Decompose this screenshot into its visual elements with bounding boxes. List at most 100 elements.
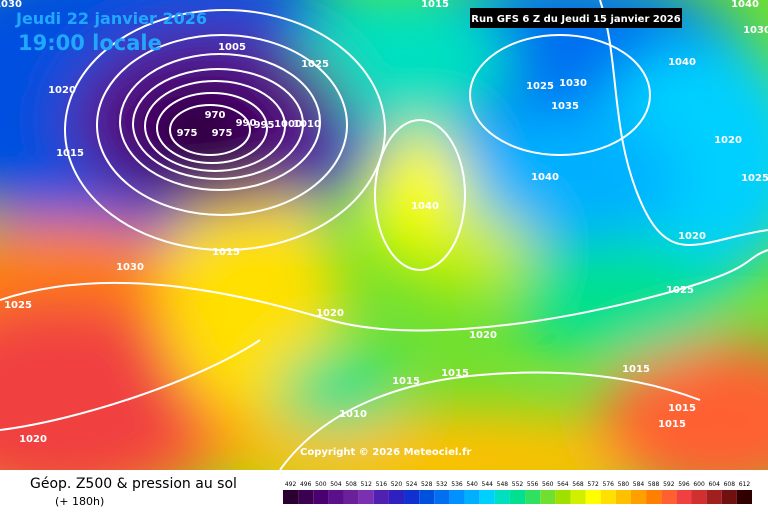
isobar-label: 975	[177, 128, 198, 139]
scale-label: 496	[300, 481, 312, 488]
scale-swatch	[721, 490, 737, 504]
scale-label: 544	[482, 481, 494, 488]
scale-label: 608	[724, 481, 736, 488]
isobar-label: 1015	[622, 364, 650, 375]
scale-swatch	[388, 490, 405, 504]
isobar-label: 1020	[48, 85, 76, 96]
footer-title: Géop. Z500 & pression au sol	[30, 476, 237, 492]
isobar-label: 1020	[678, 231, 706, 242]
isobar-label: 1030	[559, 78, 587, 89]
isobar-label: 1005	[218, 42, 246, 53]
scale-label: 524	[406, 481, 418, 488]
copyright: Copyright © 2026 Meteociel.fr	[300, 447, 471, 458]
scale-swatch	[298, 490, 314, 504]
scale-label: 592	[663, 481, 675, 488]
isobar-label: 1040	[668, 57, 696, 68]
isobar-label: 1020	[714, 135, 742, 146]
scale-label: 580	[618, 481, 630, 488]
scale-label: 560	[542, 481, 554, 488]
scale-swatch	[434, 490, 450, 504]
scale-swatch	[449, 490, 465, 504]
scale-label: 588	[648, 481, 660, 488]
date-label: Jeudi 22 janvier 2026	[15, 9, 207, 28]
scale-label: 556	[527, 481, 539, 488]
isobar-label: 1040	[411, 201, 439, 212]
scale-swatch	[570, 490, 586, 504]
scale-swatch	[600, 490, 616, 504]
scale-label: 552	[512, 481, 524, 488]
scale-label: 604	[708, 481, 720, 488]
isobar-label: 1020	[469, 330, 497, 341]
scale-swatch	[328, 490, 344, 504]
scale-swatch	[419, 490, 435, 504]
scale-swatch	[343, 490, 359, 504]
scale-swatch	[509, 490, 526, 504]
scale-label: 536	[451, 481, 463, 488]
scale-label: 568	[572, 481, 584, 488]
isobars	[0, 0, 768, 470]
scale-label: 516	[376, 481, 388, 488]
isobar-label: 1000	[274, 119, 302, 130]
scale-label: 492	[285, 481, 297, 488]
scale-swatch	[555, 490, 571, 504]
isobar-label: 1040	[731, 0, 759, 10]
scale-swatch	[283, 490, 299, 504]
isobar-label: 990	[236, 118, 257, 129]
isobar-label: 1015	[421, 0, 449, 10]
scale-swatch	[373, 490, 389, 504]
scale-swatch	[540, 490, 556, 504]
isobar-label: 1015	[441, 368, 469, 379]
isobar-label: 1015	[212, 247, 240, 258]
isobar-label: 1015	[392, 376, 420, 387]
footer-lead: (+ 180h)	[55, 495, 104, 508]
time-label: 19:00 locale	[18, 31, 162, 55]
isobar-label: 1040	[531, 172, 559, 183]
scale-swatch	[646, 490, 662, 504]
isobar-label: 1030	[0, 0, 22, 10]
scale-swatch	[479, 490, 495, 504]
isobar-label: 1020	[19, 434, 47, 445]
scale-label: 596	[678, 481, 690, 488]
isobar-label: 1020	[316, 308, 344, 319]
isobar-label: 1025	[741, 173, 768, 184]
scale-swatch	[464, 490, 480, 504]
isobar-labels: 1030 1020 1005 1025 1015 1030 1025 1035 1040 970 9…	[0, 0, 768, 445]
isobar-label: 1015	[668, 403, 696, 414]
scale-label: 520	[391, 481, 403, 488]
scale-label: 548	[497, 481, 509, 488]
isobar-label: 1025	[666, 285, 694, 296]
isobar-label: 1030	[743, 25, 768, 36]
color-scale: 492 496 500 504 508 512 516 520 524 528 532 536 540 5…	[283, 481, 752, 504]
scale-swatch	[630, 490, 647, 504]
scale-swatch	[661, 490, 677, 504]
scale-swatch	[404, 490, 420, 504]
scale-swatch	[494, 490, 510, 504]
run-label: Run GFS 6 Z du Jeudi 15 janvier 2026	[471, 14, 680, 25]
isobar-label: 1010	[339, 409, 367, 420]
scale-label: 612	[739, 481, 751, 488]
isobar-label: 1025	[4, 300, 32, 311]
scale-label: 600	[693, 481, 705, 488]
scale-label: 572	[587, 481, 599, 488]
scale-swatch	[676, 490, 692, 504]
scale-swatch	[585, 490, 601, 504]
scale-label: 508	[345, 481, 357, 488]
scale-label: 576	[603, 481, 615, 488]
scale-label: 528	[421, 481, 433, 488]
isobar-label: 1035	[551, 101, 579, 112]
scale-label: 504	[330, 481, 342, 488]
scale-label: 564	[557, 481, 569, 488]
scale-label: 532	[436, 481, 448, 488]
run-box	[470, 8, 682, 28]
scale-label: 512	[360, 481, 372, 488]
isobar-label: 1010	[293, 119, 321, 130]
scale-swatch	[358, 490, 374, 504]
scale-swatch	[615, 490, 631, 504]
isobar-label: 1015	[658, 419, 686, 430]
scale-label: 500	[315, 481, 327, 488]
scale-swatch	[313, 490, 329, 504]
scale-swatch	[736, 490, 752, 504]
